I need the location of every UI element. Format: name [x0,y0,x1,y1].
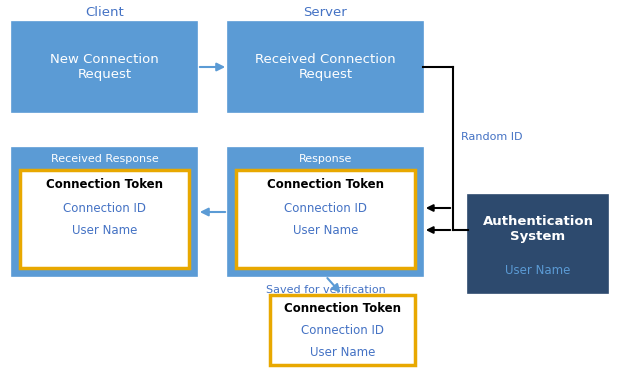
Bar [228,148,423,276]
Text: Saved for verification: Saved for verification [265,285,386,295]
Bar [12,148,197,276]
Text: New Connection
Request: New Connection Request [50,53,159,81]
Text: Client: Client [85,6,124,19]
Text: User Name: User Name [293,224,358,237]
Text: Response: Response [299,154,352,164]
Bar [468,195,608,293]
Text: Random ID: Random ID [461,132,523,142]
Text: Connection Token: Connection Token [267,177,384,190]
Text: User Name: User Name [310,346,375,359]
Text: Connection ID: Connection ID [63,202,146,215]
Text: User Name: User Name [72,224,137,237]
Text: Received Connection
Request: Received Connection Request [255,53,396,81]
Text: Connection ID: Connection ID [301,324,384,337]
Text: Connection Token: Connection Token [284,301,401,314]
Bar [270,295,415,365]
Text: User Name: User Name [505,263,570,276]
Bar [12,22,197,112]
Bar [20,170,189,268]
Text: Server: Server [304,6,347,19]
Text: Connection ID: Connection ID [284,202,367,215]
Bar [236,170,415,268]
Bar [228,22,423,112]
Text: Received Response: Received Response [51,154,158,164]
Text: Connection Token: Connection Token [46,177,163,190]
Text: Authentication
System: Authentication System [482,215,593,243]
